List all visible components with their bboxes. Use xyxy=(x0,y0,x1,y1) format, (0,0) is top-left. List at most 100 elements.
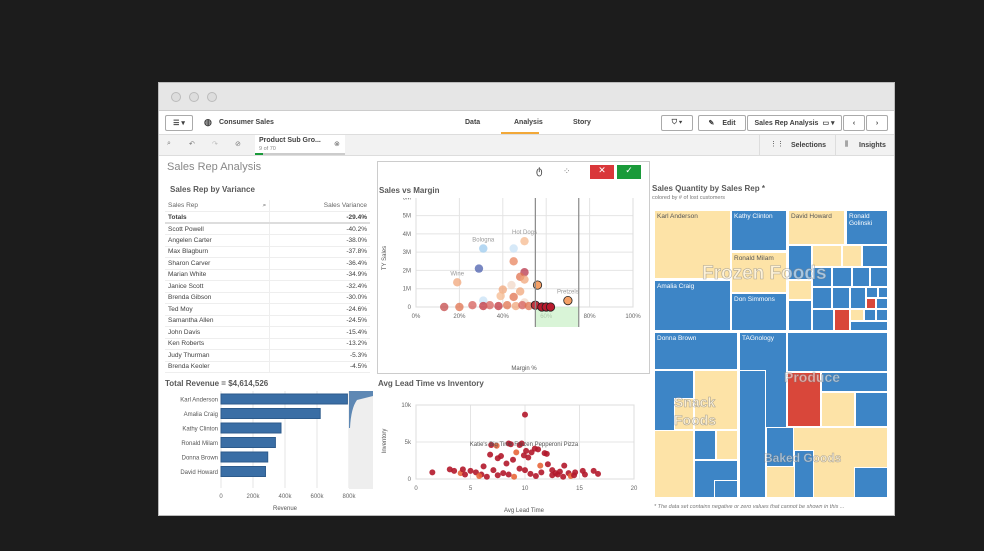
bar-david-howard xyxy=(220,466,266,477)
tab-data[interactable]: Data xyxy=(465,119,481,126)
data-point xyxy=(494,472,501,479)
col-sales-rep[interactable]: Sales Rep ⌕ xyxy=(165,200,270,212)
treemap-cell[interactable] xyxy=(788,245,812,280)
treemap-node[interactable]: David Howard xyxy=(788,210,845,245)
treemap-cell[interactable] xyxy=(821,372,888,392)
step-forward-icon[interactable]: ↷ xyxy=(212,141,218,148)
treemap-cell[interactable] xyxy=(694,370,738,430)
next-sheet-button[interactable]: › xyxy=(866,115,888,131)
treemap-cell[interactable] xyxy=(787,332,888,372)
treemap-cell[interactable] xyxy=(654,430,694,498)
lead-time-chart[interactable]: 0 5 10 15 20 0 5k 10k Katie's Big Time Frozen Pe… xyxy=(378,391,649,516)
window-minimize-button[interactable] xyxy=(189,92,199,102)
bookmark-button[interactable]: ⛉ ▾ xyxy=(661,115,693,131)
table-row[interactable]: John Davis -15.4% xyxy=(165,326,370,339)
treemap-cell[interactable] xyxy=(812,309,834,331)
treemap-cell[interactable] xyxy=(864,309,876,321)
treemap-cell[interactable] xyxy=(852,267,870,287)
treemap-node[interactable]: Donna Brown xyxy=(654,332,738,370)
treemap-cell[interactable] xyxy=(876,298,888,309)
selection-chip[interactable]: Product Sub Gro... 9 of 70 ⊗ xyxy=(255,135,345,155)
table-row[interactable]: Ted Moy -24.6% xyxy=(165,303,370,316)
previous-sheet-button[interactable]: ‹ xyxy=(843,115,865,131)
table-row[interactable]: Sharon Carver -36.4% xyxy=(165,257,370,270)
table-row[interactable]: Max Blagburn -37.8% xyxy=(165,246,370,258)
treemap-node[interactable]: Kathy Clinton xyxy=(731,210,787,251)
data-point xyxy=(522,411,528,418)
treemap-cell[interactable] xyxy=(812,245,842,267)
treemap-node[interactable]: Karl Anderson xyxy=(654,210,731,279)
search-icon[interactable]: ⌕ xyxy=(262,201,267,209)
treemap-cell[interactable] xyxy=(739,370,766,498)
sales-rep-name: Samantha Allen xyxy=(165,315,270,327)
confirm-selection-button[interactable]: ✓ xyxy=(617,165,641,179)
treemap-node[interactable]: Ronald Golinski xyxy=(846,210,888,245)
tab-analysis[interactable]: Analysis xyxy=(514,119,543,126)
treemap-cell[interactable] xyxy=(787,372,821,427)
treemap-cell[interactable] xyxy=(850,309,864,321)
sales-vs-margin-chart[interactable]: 0%20%40%60%80%100%01M2M3M4M5M6M7M55%75%B… xyxy=(378,198,649,373)
revenue-bar-chart: 0 200k 400k 600k 800k Karl Anderson Amalia Cra… xyxy=(180,391,373,512)
sales-variance-value: -30.0% xyxy=(269,292,370,304)
select-options-icon[interactable]: ⁘ xyxy=(563,166,571,176)
treemap-node[interactable]: Ronald Milam xyxy=(731,252,787,293)
edit-button[interactable]: ✎ Edit xyxy=(698,115,746,131)
selections-icon: ⋮⋮ xyxy=(770,141,784,148)
clear-selection-icon[interactable]: ⊗ xyxy=(334,141,340,148)
treemap-cell[interactable] xyxy=(716,430,738,460)
treemap-cell[interactable] xyxy=(855,392,888,427)
treemap-cell[interactable] xyxy=(850,287,866,309)
table-row[interactable]: Angelen Carter -38.0% xyxy=(165,234,370,247)
treemap-cell[interactable] xyxy=(794,450,814,498)
treemap[interactable]: Karl Anderson Kathy Clinton David Howard Ro… xyxy=(654,210,888,498)
table-row[interactable]: Brenda Gibson -30.0% xyxy=(165,292,370,304)
treemap-cell[interactable] xyxy=(788,280,812,300)
treemap-node[interactable]: Amalia Craig xyxy=(654,280,731,331)
selections-button[interactable]: Selections xyxy=(791,142,827,149)
treemap-cell[interactable] xyxy=(812,287,832,309)
treemap-cell[interactable] xyxy=(854,467,888,498)
treemap-cell[interactable] xyxy=(866,298,876,309)
window-close-button[interactable] xyxy=(171,92,181,102)
treemap-cell[interactable] xyxy=(850,321,888,331)
table-row[interactable]: Ken Roberts -13.2% xyxy=(165,338,370,350)
lasso-icon[interactable]: ტ xyxy=(536,166,543,177)
treemap-cell[interactable] xyxy=(674,398,694,430)
table-row[interactable]: Marian White -34.9% xyxy=(165,269,370,281)
treemap-cell[interactable] xyxy=(834,309,850,331)
menu-button[interactable]: ☰ ▾ xyxy=(165,115,193,131)
cancel-selection-button[interactable]: ✕ xyxy=(590,165,614,179)
treemap-cell[interactable] xyxy=(821,392,855,427)
treemap-cell[interactable] xyxy=(878,287,888,298)
insights-icon: ⫼ xyxy=(845,141,849,148)
table-row[interactable]: Brenda Keoler -4.5% xyxy=(165,361,370,373)
treemap-cell[interactable] xyxy=(812,267,832,287)
col-sales-variance[interactable]: Sales Variance xyxy=(269,200,370,212)
clear-selections-icon[interactable]: ⊘ xyxy=(235,141,241,148)
treemap-cell[interactable] xyxy=(876,309,888,321)
chevron-right-icon: › xyxy=(875,119,879,127)
tab-story[interactable]: Story xyxy=(573,119,591,126)
table-row[interactable]: Janice Scott -32.4% xyxy=(165,280,370,293)
treemap-cell[interactable] xyxy=(714,480,738,498)
treemap-cell[interactable] xyxy=(694,430,716,460)
treemap-cell[interactable] xyxy=(832,287,850,309)
treemap-cell[interactable] xyxy=(842,245,862,267)
table-row[interactable]: Samantha Allen -24.5% xyxy=(165,315,370,327)
insights-button[interactable]: Insights xyxy=(859,142,886,149)
sales-variance-value: -38.0% xyxy=(269,234,370,247)
treemap-cell[interactable] xyxy=(862,245,888,267)
sheet-selector[interactable]: Sales Rep Analysis ▭ ▾ xyxy=(747,115,842,131)
treemap-node[interactable]: Don Simmons xyxy=(731,293,787,331)
treemap-cell[interactable] xyxy=(788,300,812,331)
treemap-cell[interactable] xyxy=(766,427,794,467)
step-back-icon[interactable]: ↶ xyxy=(189,141,195,148)
treemap-cell[interactable] xyxy=(832,267,852,287)
table-row[interactable]: Judy Thurman -5.3% xyxy=(165,349,370,362)
table-row[interactable]: Scott Powell -40.2% xyxy=(165,223,370,235)
treemap-cell[interactable] xyxy=(870,267,888,287)
window-maximize-button[interactable] xyxy=(207,92,217,102)
smart-search-icon[interactable]: ⌕ xyxy=(167,140,171,147)
treemap-cell[interactable] xyxy=(866,287,878,298)
x-tick-label: 40% xyxy=(497,314,510,320)
